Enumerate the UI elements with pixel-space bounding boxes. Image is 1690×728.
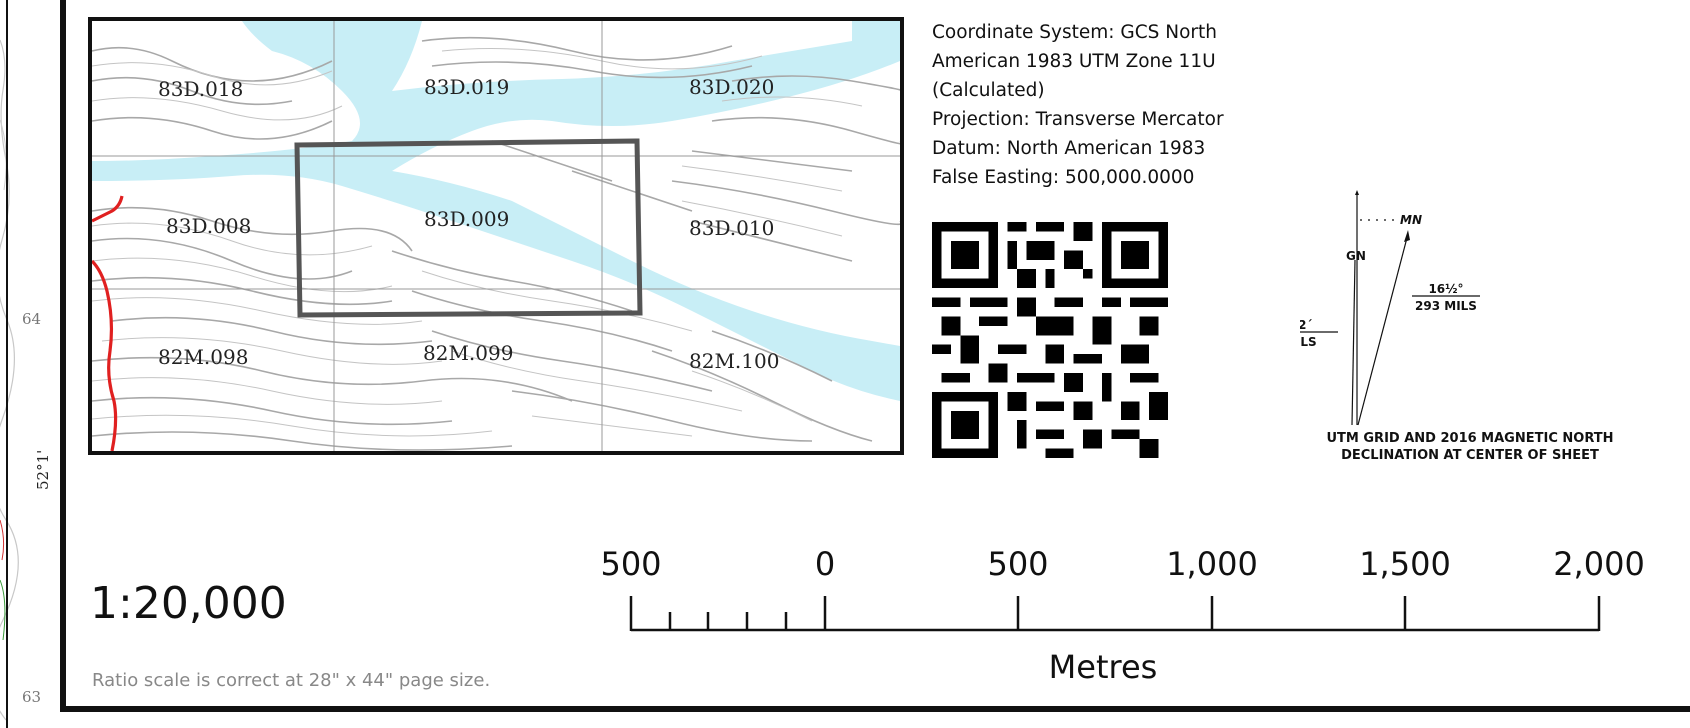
declination-degrees: 16½° [1428, 282, 1463, 296]
metadata-line: American 1983 UTM Zone 11U [932, 51, 1216, 72]
adjacent-map-contours [0, 39, 19, 721]
grid-convergence-mils: 9 MILS [1300, 335, 1317, 349]
sheet-grid [92, 21, 900, 451]
boundary-line [92, 195, 124, 223]
ratio-scale: 1:20,000 [90, 578, 287, 629]
ratio-scale-note: Ratio scale is correct at 28" x 44" page… [92, 670, 491, 691]
legend-frame [60, 0, 1690, 712]
latitude-label: 52°1' [34, 449, 52, 490]
boundary-line-south [92, 259, 118, 451]
metadata-line: Coordinate System: GCS North [932, 22, 1218, 43]
metadata-line: (Calculated) [932, 80, 1045, 101]
sheet-label: 83D.019 [424, 75, 510, 99]
sheet-label: 83D.010 [689, 216, 775, 240]
sheet-label: 83D.018 [158, 77, 244, 101]
scale-label: 1,500 [1359, 545, 1451, 583]
index-map-graphic [92, 21, 900, 451]
contour-lines [92, 36, 900, 451]
sheet-label: 83D.020 [689, 75, 775, 99]
magnetic-north-line [1357, 233, 1409, 426]
metadata-line: False Easting: 500,000.0000 [932, 167, 1195, 188]
declination-diagram: MN GN 16½° 293 MILS 0°32´ 9 MILS [1300, 190, 1480, 426]
declination-caption-line: UTM GRID AND 2016 MAGNETIC NORTH [1326, 431, 1614, 446]
sheet-label: 83D.009 [424, 207, 510, 231]
sheet-label: 82M.099 [423, 341, 514, 365]
sheet-label: 82M.098 [158, 345, 249, 369]
declination-caption-line: DECLINATION AT CENTER OF SHEET [1341, 448, 1599, 463]
river [92, 21, 900, 401]
coordinate-metadata: Coordinate System: GCS North American 19… [932, 18, 1292, 192]
gn-label: GN [1346, 249, 1366, 263]
scale-label: 0 [814, 545, 836, 583]
metadata-line: Datum: North American 1983 [932, 138, 1206, 159]
adjacent-map-strip: 64 63 52°1' [0, 0, 60, 728]
index-map: 83D.018 83D.019 83D.020 83D.008 83D.009 … [88, 17, 904, 455]
sheet-label: 82M.100 [689, 349, 780, 373]
metadata-line: Projection: Transverse Mercator [932, 109, 1224, 130]
contour-lines-minor [92, 48, 863, 437]
scale-label: 2,000 [1553, 545, 1645, 583]
neatline-left [6, 0, 12, 728]
star-icon [1355, 190, 1359, 195]
grid-tick-63: 63 [22, 688, 42, 706]
grid-north-line [1351, 259, 1356, 426]
scale-units: Metres [1048, 648, 1158, 686]
declination-caption: UTM GRID AND 2016 MAGNETIC NORTH DECLINA… [1300, 430, 1640, 464]
grid-tick-64: 64 [22, 310, 42, 328]
sheet-label: 83D.008 [166, 214, 252, 238]
qr-code-icon[interactable] [932, 222, 1168, 458]
scale-label: 500 [987, 545, 1049, 583]
scale-label: 1,000 [1166, 545, 1258, 583]
scale-label: 500 [600, 545, 662, 583]
arrowhead-icon [1404, 230, 1410, 242]
map-extent [294, 138, 643, 318]
graphic-scale-bar [629, 596, 1601, 632]
declination-mils: 293 MILS [1415, 299, 1477, 313]
mn-label: MN [1400, 213, 1422, 227]
grid-convergence-degrees: 0°32´ [1300, 318, 1313, 332]
